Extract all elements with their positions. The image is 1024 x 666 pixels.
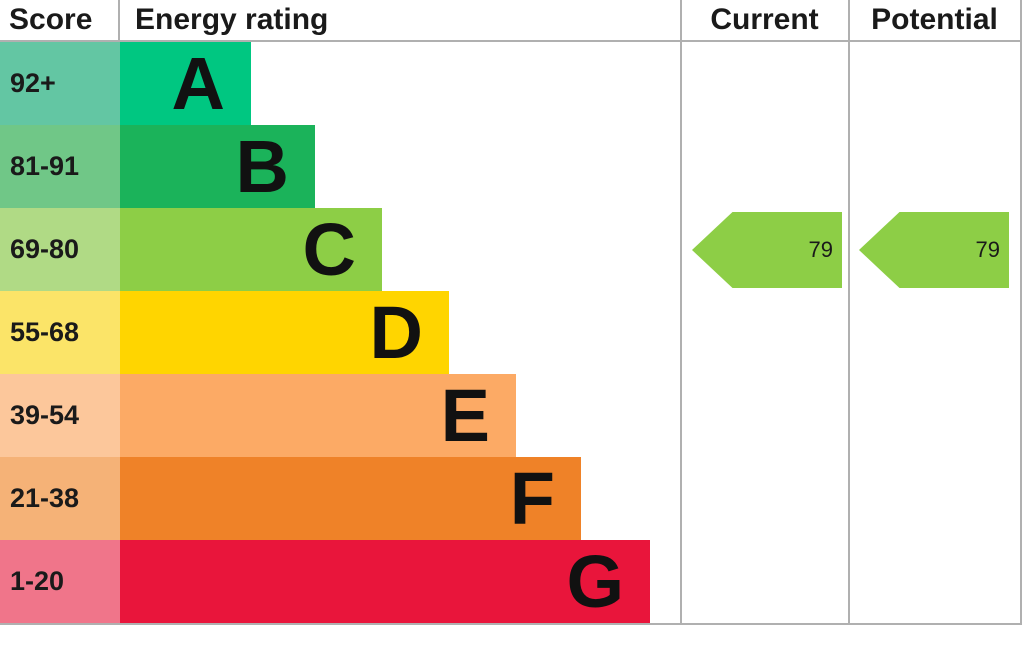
band-bar-f: F [120,457,581,540]
band-bar-a: A [120,42,251,125]
divider-score-rating [118,0,120,40]
header-potential: Potential [849,0,1020,40]
divider-current-column [680,0,682,623]
header-potential-label: Potential [871,3,998,36]
header-current: Current [681,0,848,40]
band-score-range: 81-91 [0,125,120,208]
divider-table-bottom [0,623,1022,625]
band-bar-c: C [120,208,382,291]
header-current-label: Current [710,3,819,36]
header-score: Score [0,0,127,40]
band-score-range: 21-38 [0,457,120,540]
band-row-c: 69-80 C [0,208,1020,291]
band-row-f: 21-38 F [0,457,1020,540]
band-row-g: 1-20 G [0,540,1020,623]
band-row-a: 92+ A [0,42,1020,125]
band-row-d: 55-68 D [0,291,1020,374]
band-bar-d: D [120,291,449,374]
band-score-range: 92+ [0,42,120,125]
band-score-range: 39-54 [0,374,120,457]
band-row-b: 81-91 B [0,125,1020,208]
header-energy-rating: Energy rating [120,0,693,40]
divider-right-edge [1020,0,1022,623]
band-bar-b: B [120,125,315,208]
band-score-range: 69-80 [0,208,120,291]
band-score-range: 1-20 [0,540,120,623]
band-bar-e: E [120,374,516,457]
header-score-label: Score [9,3,93,36]
band-bar-g: G [120,540,650,623]
band-score-range: 55-68 [0,291,120,374]
header-energy-rating-label: Energy rating [135,3,329,36]
band-row-e: 39-54 E [0,374,1020,457]
divider-header-bottom [0,40,1022,42]
divider-potential-column [848,0,850,623]
